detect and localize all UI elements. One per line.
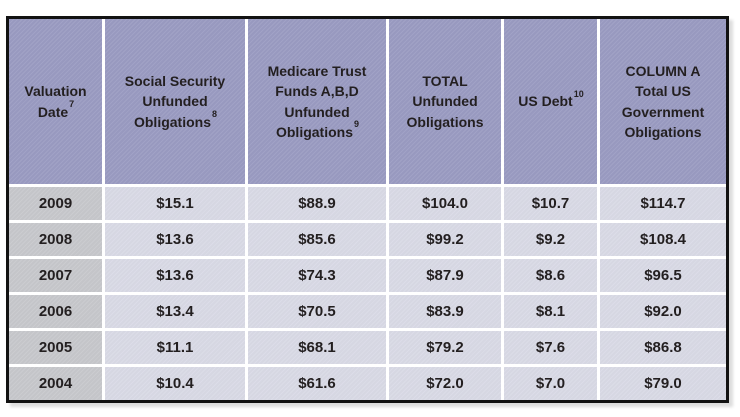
cell-value: $99.2 [389, 220, 504, 256]
column-header-valuation-date: Valuation Date7 [9, 19, 105, 184]
row-year: 2004 [9, 364, 105, 400]
footnote-ref-9: 9 [353, 119, 359, 130]
cell-value: $13.4 [105, 292, 248, 328]
cell-value: $86.8 [600, 328, 726, 364]
table-row-2006: 2006 $13.4 $70.5 $83.9 $8.1 $92.0 [9, 292, 726, 328]
cell-value: $13.6 [105, 256, 248, 292]
cell-value: $104.0 [389, 184, 504, 220]
cell-value: $68.1 [248, 328, 389, 364]
column-header-social-security: Social Security Unfunded Obligations8 [105, 19, 248, 184]
cell-value: $8.1 [504, 292, 600, 328]
cell-value: $92.0 [600, 292, 726, 328]
cell-value: $70.5 [248, 292, 389, 328]
column-header-medicare: Medicare Trust Funds A,B,D Unfunded Obli… [248, 19, 389, 184]
column-header-total-unfunded: TOTAL Unfunded Obligations [389, 19, 504, 184]
cell-value: $79.2 [389, 328, 504, 364]
cell-value: $72.0 [389, 364, 504, 400]
cell-value: $83.9 [389, 292, 504, 328]
cell-value: $9.2 [504, 220, 600, 256]
column-header-label: COLUMN A Total US Government Obligations [621, 62, 705, 140]
cell-value: $13.6 [105, 220, 248, 256]
cell-value: $87.9 [389, 256, 504, 292]
column-header-label: US Debt [518, 93, 573, 110]
header-row: Valuation Date7 Social Security Unfunded… [9, 19, 726, 184]
cell-value: $88.9 [248, 184, 389, 220]
column-header-column-a: COLUMN A Total US Government Obligations [600, 19, 726, 184]
row-year: 2007 [9, 256, 105, 292]
column-header-label: Social Security Unfunded Obligations [124, 73, 226, 130]
row-year: 2005 [9, 328, 105, 364]
cell-value: $74.3 [248, 256, 389, 292]
table-row-2005: 2005 $11.1 $68.1 $79.2 $7.6 $86.8 [9, 328, 726, 364]
cell-value: $61.6 [248, 364, 389, 400]
footnote-ref-7: 7 [69, 98, 75, 109]
cell-value: $15.1 [105, 184, 248, 220]
cell-value: $8.6 [504, 256, 600, 292]
column-header-label: TOTAL Unfunded Obligations [406, 73, 484, 130]
table-row-2008: 2008 $13.6 $85.6 $99.2 $9.2 $108.4 [9, 220, 726, 256]
cell-value: $96.5 [600, 256, 726, 292]
column-header-label: Medicare Trust Funds A,B,D Unfunded Obli… [267, 62, 367, 140]
cell-value: $7.0 [504, 364, 600, 400]
row-year: 2009 [9, 184, 105, 220]
table-row-2004: 2004 $10.4 $61.6 $72.0 $7.0 $79.0 [9, 364, 726, 400]
footnote-ref-10: 10 [573, 88, 584, 99]
cell-value: $10.4 [105, 364, 248, 400]
table-row-2009: 2009 $15.1 $88.9 $104.0 $10.7 $114.7 [9, 184, 726, 220]
cell-value: $10.7 [504, 184, 600, 220]
cell-value: $79.0 [600, 364, 726, 400]
cell-value: $108.4 [600, 220, 726, 256]
us-government-obligations-table: Valuation Date7 Social Security Unfunded… [6, 16, 729, 403]
cell-value: $11.1 [105, 328, 248, 364]
column-header-label: Valuation Date [24, 83, 87, 120]
column-header-us-debt: US Debt10 [504, 19, 600, 184]
table-row-2007: 2007 $13.6 $74.3 $87.9 $8.6 $96.5 [9, 256, 726, 292]
footnote-ref-8: 8 [211, 108, 217, 119]
row-year: 2006 [9, 292, 105, 328]
cell-value: $85.6 [248, 220, 389, 256]
cell-value: $7.6 [504, 328, 600, 364]
cell-value: $114.7 [600, 184, 726, 220]
row-year: 2008 [9, 220, 105, 256]
